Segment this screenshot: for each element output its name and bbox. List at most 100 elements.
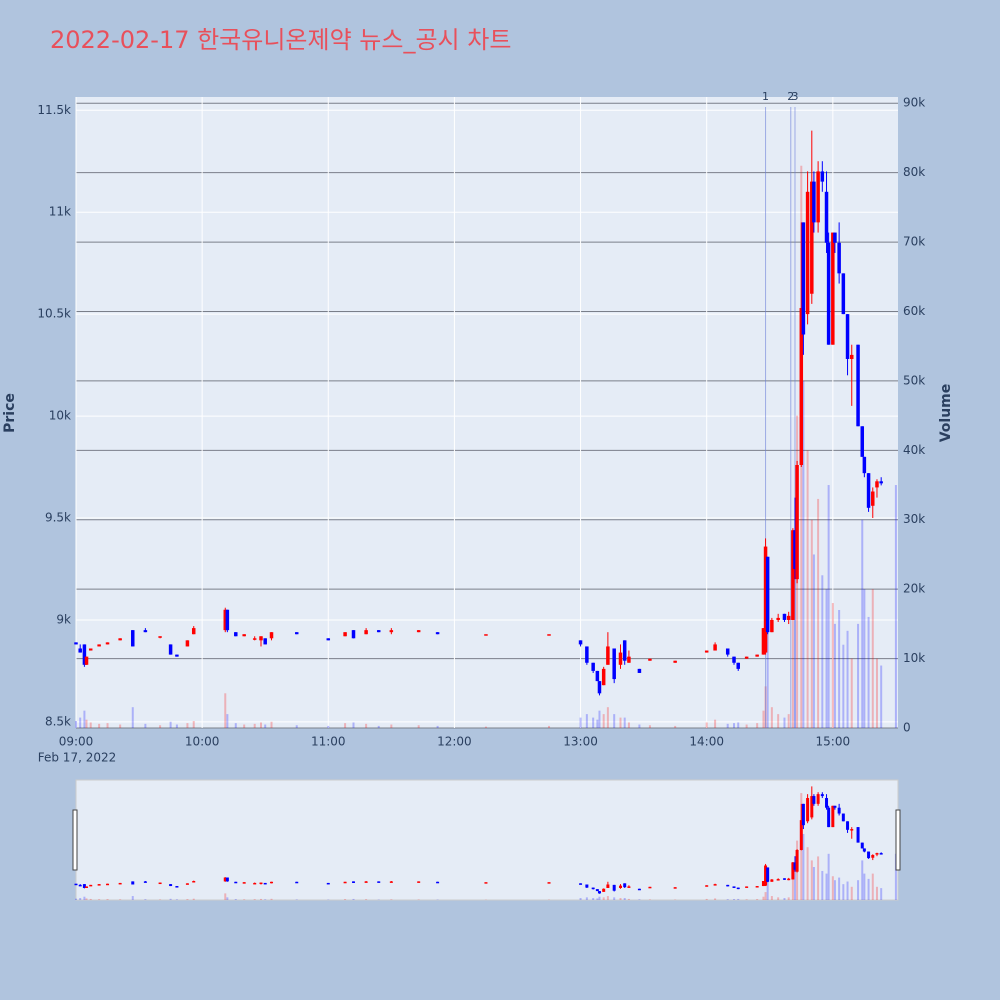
volume-bar bbox=[79, 717, 82, 728]
chart-title: 2022-02-17 한국유니온제약 뉴스_공시 차트 bbox=[50, 26, 511, 54]
volume-bar bbox=[726, 723, 729, 728]
candle-body bbox=[294, 632, 299, 635]
volume-bar bbox=[159, 725, 162, 728]
volume-bar bbox=[714, 719, 717, 728]
candle-body bbox=[435, 632, 440, 635]
volume-bar bbox=[817, 498, 820, 728]
slider-candle-body bbox=[810, 796, 814, 818]
slider-volume-bar bbox=[579, 898, 582, 900]
slider-candle-body bbox=[377, 881, 381, 883]
slider-candle-body bbox=[875, 853, 879, 855]
candle-body bbox=[376, 630, 381, 633]
candle-body bbox=[612, 648, 616, 680]
y-tick-label: 11k bbox=[49, 205, 71, 219]
range-handle-left[interactable] bbox=[72, 809, 78, 871]
slider-volume-bar bbox=[75, 898, 77, 900]
slider-volume-bar bbox=[857, 880, 860, 900]
slider-candle-body bbox=[82, 884, 86, 888]
y2-tick-label: 30k bbox=[903, 512, 925, 526]
slider-candle-body bbox=[417, 881, 421, 883]
slider-candle-body bbox=[871, 855, 875, 858]
candle-body bbox=[131, 630, 135, 647]
slider-volume-bar bbox=[627, 898, 630, 900]
news-label: 3 bbox=[791, 90, 798, 103]
slider-candle-body bbox=[143, 881, 147, 883]
candle-body bbox=[776, 617, 780, 620]
slider-candle-body bbox=[225, 877, 229, 882]
slider-candle-body bbox=[879, 853, 883, 855]
slider-volume-bar bbox=[705, 898, 708, 900]
slider-candle-body bbox=[295, 881, 299, 884]
slider-volume-bar bbox=[791, 870, 794, 900]
candle-body bbox=[799, 308, 804, 465]
slider-candle-body bbox=[591, 887, 595, 890]
x-tick-label: 10:00 bbox=[185, 735, 220, 749]
x-tick-label: 11:00 bbox=[311, 735, 346, 749]
slider-volume-bar bbox=[838, 877, 841, 900]
slider-volume-bar bbox=[787, 897, 790, 900]
volume-bar bbox=[377, 725, 380, 728]
slider-volume-bar bbox=[159, 899, 162, 900]
candle-body bbox=[770, 619, 774, 633]
volume-bar bbox=[89, 722, 92, 728]
volume-bar bbox=[264, 724, 267, 728]
slider-candle-body bbox=[259, 882, 263, 885]
candle-body bbox=[763, 546, 768, 653]
slider-volume-bar bbox=[770, 896, 773, 900]
slider-candle-body bbox=[436, 881, 440, 884]
slider-candle-body bbox=[827, 807, 831, 828]
y2-tick-label: 50k bbox=[903, 373, 925, 387]
candle-body bbox=[786, 615, 791, 620]
slider-volume-bar bbox=[295, 899, 298, 900]
candle-body bbox=[736, 662, 740, 669]
volume-bar bbox=[417, 725, 420, 728]
range-handle-right[interactable] bbox=[895, 809, 901, 871]
volume-bar bbox=[226, 714, 229, 728]
x-date-label: Feb 17, 2022 bbox=[38, 751, 117, 765]
slider-candle-body bbox=[158, 882, 162, 885]
slider-volume-bar bbox=[737, 898, 740, 900]
y-tick-label: 9k bbox=[56, 612, 71, 626]
slider-candle-body bbox=[862, 848, 866, 852]
volume-bar bbox=[83, 710, 86, 728]
candle-body bbox=[622, 640, 627, 661]
slider-volume-bar bbox=[810, 860, 813, 900]
candle-body bbox=[704, 650, 709, 653]
slider-candle-body bbox=[637, 888, 641, 891]
x-tick-label: 14:00 bbox=[689, 735, 724, 749]
candle-body bbox=[837, 242, 841, 274]
range-slider[interactable] bbox=[75, 779, 899, 901]
volume-bar bbox=[344, 723, 347, 728]
volume-bar bbox=[598, 710, 601, 728]
volume-bar bbox=[436, 725, 439, 728]
candle-body bbox=[326, 638, 331, 641]
volume-bar bbox=[75, 721, 77, 728]
candle-body bbox=[82, 644, 87, 665]
slider-candle-body bbox=[85, 886, 89, 888]
slider-volume-bar bbox=[762, 896, 765, 900]
candle-body bbox=[585, 646, 589, 663]
volume-bar bbox=[827, 485, 830, 728]
slider-volume-bar bbox=[243, 899, 246, 900]
volume-bar bbox=[327, 725, 330, 728]
y2-tick-label: 10k bbox=[903, 651, 925, 665]
candle-body bbox=[801, 222, 806, 335]
volume-bar bbox=[260, 722, 263, 728]
slider-candle-body bbox=[726, 884, 730, 887]
candle-body bbox=[648, 658, 652, 661]
slider-candle-body bbox=[791, 862, 795, 880]
volume-bar bbox=[756, 723, 759, 728]
candle-body bbox=[259, 636, 263, 641]
slider-candle-body bbox=[745, 886, 749, 888]
slider-candle-body bbox=[74, 883, 78, 886]
x-tick-label: 09:00 bbox=[59, 735, 94, 749]
slider-candle-body bbox=[623, 883, 627, 888]
slider-volume-bar bbox=[842, 884, 845, 900]
slider-volume-bar bbox=[192, 898, 195, 900]
slider-volume-bar bbox=[846, 881, 849, 900]
y2-tick-label: 80k bbox=[903, 165, 925, 179]
candle-body bbox=[744, 656, 749, 659]
slider-candle-body bbox=[782, 878, 786, 880]
slider-volume-bar bbox=[623, 898, 626, 900]
slider-candle-body bbox=[585, 884, 589, 888]
